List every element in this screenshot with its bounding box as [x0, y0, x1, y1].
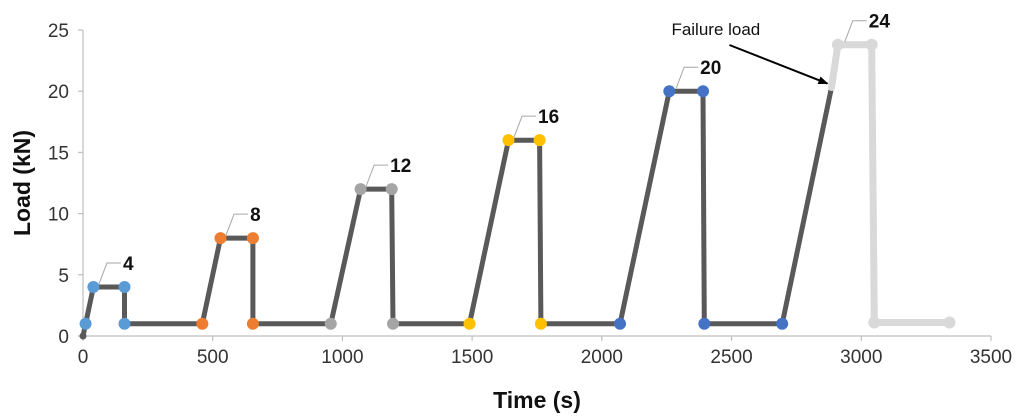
x-tick-label: 1500: [451, 347, 493, 368]
data-point: [79, 332, 87, 340]
data-point: [943, 316, 956, 329]
data-point: [865, 38, 878, 51]
data-point: [118, 281, 131, 294]
x-tick-label: 2500: [710, 347, 752, 368]
axes: 0 5 10 15 20 25 0 500 1000 1500 2000 2500 3000 3500: [48, 21, 1012, 368]
data-point: [502, 134, 515, 147]
data-point: [387, 317, 400, 330]
data-point: [697, 85, 710, 98]
data-point: [324, 317, 337, 330]
data-point: [246, 232, 259, 245]
data-point: [698, 317, 711, 330]
data-point: [385, 183, 398, 196]
x-axis-title: Time (s): [493, 387, 581, 413]
y-tick-label: 25: [48, 21, 69, 42]
annotations: Failure load: [671, 20, 829, 85]
y-axis-title: Load (kN): [9, 130, 35, 236]
data-point: [776, 317, 789, 330]
data-point: [246, 317, 259, 330]
x-tick-label: 2000: [581, 347, 623, 368]
y-tick-label: 0: [58, 327, 69, 348]
data-point: [196, 317, 209, 330]
data-label-leader: [365, 164, 389, 187]
data-point: [79, 317, 92, 330]
load-series-line: [80, 85, 834, 339]
data-label: 12: [390, 156, 411, 177]
data-label-leader: [513, 115, 537, 138]
data-point: [214, 232, 227, 245]
failure-load-annotation: Failure load: [671, 20, 760, 39]
data-label: 20: [700, 58, 721, 79]
x-tick-label: 3500: [970, 347, 1012, 368]
data-label: 4: [123, 254, 134, 275]
y-tick-label: 5: [58, 266, 69, 287]
data-label: 8: [250, 205, 261, 226]
data-point: [118, 317, 131, 330]
x-tick-label: 3000: [840, 347, 882, 368]
data-point: [87, 281, 100, 294]
y-tick-label: 20: [48, 82, 69, 103]
x-tick-label: 1000: [321, 347, 363, 368]
data-label-leader: [225, 213, 249, 236]
data-point: [614, 317, 627, 330]
data-label-leader: [844, 20, 867, 42]
y-tick-label: 15: [48, 143, 69, 164]
data-point: [534, 317, 547, 330]
data-label-leader: [98, 262, 121, 285]
data-label: 16: [538, 107, 559, 128]
data-point: [463, 317, 476, 330]
data-labels: 4 8 12 16 20 24: [98, 12, 891, 285]
data-point: [663, 85, 676, 98]
data-points: [79, 38, 956, 340]
data-point: [354, 183, 367, 196]
x-tick-label: 500: [197, 347, 229, 368]
y-tick-label: 10: [48, 205, 69, 226]
data-point: [868, 316, 881, 329]
series-lines: [80, 41, 953, 339]
data-label-leader: [675, 66, 699, 89]
data-point: [533, 134, 546, 147]
data-label: 24: [869, 12, 891, 33]
x-tick-label: 0: [78, 347, 89, 368]
data-point: [831, 38, 844, 51]
failure-series-line: [828, 41, 953, 326]
annotation-arrow: [729, 44, 829, 85]
